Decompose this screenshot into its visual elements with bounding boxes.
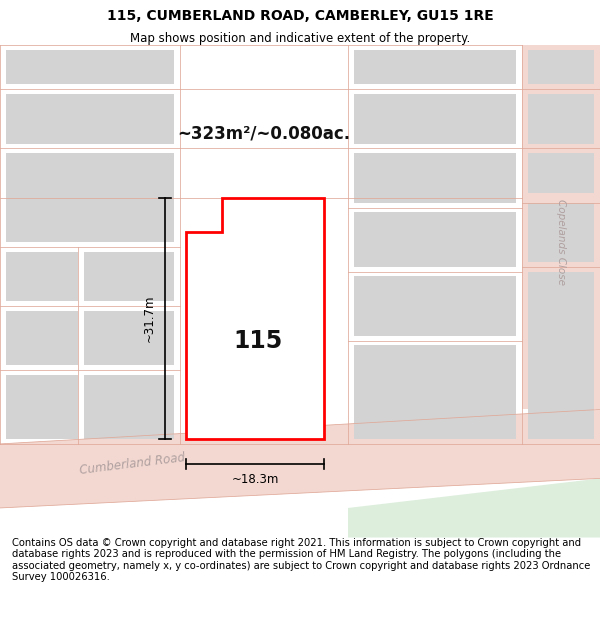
Bar <box>6 153 174 242</box>
Text: Map shows position and indicative extent of the property.: Map shows position and indicative extent… <box>130 32 470 46</box>
Bar <box>354 153 516 202</box>
Bar <box>354 213 516 267</box>
Text: ~323m²/~0.080ac.: ~323m²/~0.080ac. <box>178 124 350 142</box>
Bar <box>354 346 516 439</box>
Text: Contains OS data © Crown copyright and database right 2021. This information is : Contains OS data © Crown copyright and d… <box>12 538 590 582</box>
Polygon shape <box>0 409 600 508</box>
Text: ~18.3m: ~18.3m <box>232 474 278 486</box>
Bar <box>528 202 594 262</box>
Bar <box>84 375 174 439</box>
Text: 115: 115 <box>233 329 283 352</box>
Bar <box>528 153 594 192</box>
Bar <box>354 94 516 144</box>
Polygon shape <box>348 478 600 538</box>
Bar <box>6 311 78 365</box>
Polygon shape <box>522 45 600 409</box>
Text: ~31.7m: ~31.7m <box>143 294 156 342</box>
Polygon shape <box>186 198 324 439</box>
Bar <box>6 252 78 301</box>
Bar <box>528 50 594 84</box>
Bar <box>6 50 174 84</box>
Bar <box>84 311 174 365</box>
Text: 115, CUMBERLAND ROAD, CAMBERLEY, GU15 1RE: 115, CUMBERLAND ROAD, CAMBERLEY, GU15 1R… <box>107 9 493 23</box>
Bar <box>6 94 174 144</box>
Bar <box>528 271 594 439</box>
Bar <box>354 276 516 336</box>
Bar <box>528 94 594 144</box>
Bar <box>354 50 516 84</box>
Text: Copelands Close: Copelands Close <box>556 199 566 285</box>
Text: Cumberland Road: Cumberland Road <box>79 451 185 476</box>
Bar <box>84 252 174 301</box>
Bar <box>6 375 78 439</box>
